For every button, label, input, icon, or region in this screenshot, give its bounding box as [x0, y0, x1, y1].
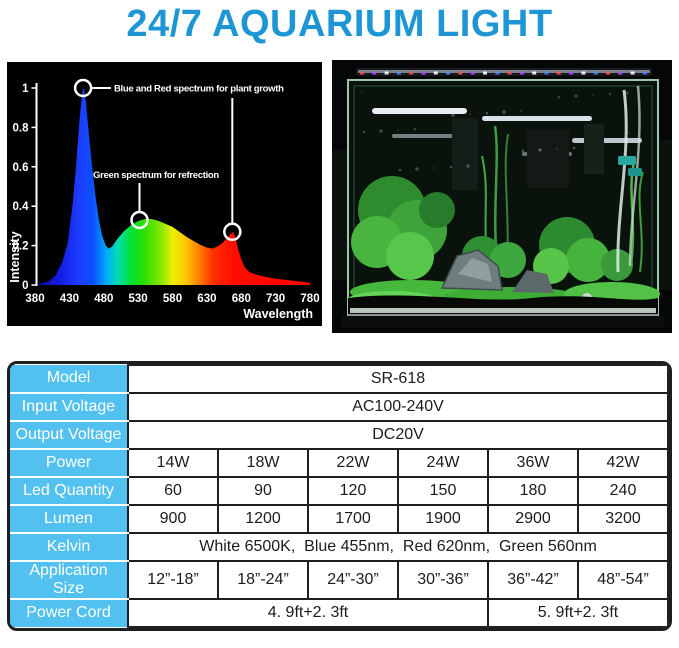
spec-value-cell: White 6500K, Blue 455nm, Red 620nm, Gree… [127, 531, 669, 562]
spec-value-cell: AC100-240V [127, 391, 669, 422]
svg-text:0.2: 0.2 [13, 240, 29, 252]
spec-value-cell: 42W [577, 447, 669, 478]
spec-value-cell: 150 [397, 475, 489, 506]
svg-text:Wavelength: Wavelength [243, 307, 313, 321]
background-equipment [452, 117, 604, 190]
spec-table: Model SR-618 Input Voltage AC100-240V Output… [7, 360, 672, 631]
table-row: Model SR-618 [10, 363, 669, 394]
spec-value-cell: 2900 [487, 503, 579, 534]
spec-value-cell: 24W [397, 447, 489, 478]
spec-value-cell: 48”-54” [577, 559, 669, 600]
svg-text:380: 380 [25, 293, 44, 305]
table-row: Lumen 900 1200 1700 1900 2900 3200 [10, 503, 669, 534]
svg-text:1: 1 [22, 83, 29, 95]
media-row: 0 0.2 0.4 0.6 0.8 1 380 430 480 530 580 630 680 730 78… [0, 59, 679, 333]
svg-text:430: 430 [60, 293, 79, 305]
rocks [440, 248, 604, 307]
spec-table-body: Model SR-618 Input Voltage AC100-240V Output… [10, 363, 669, 628]
table-row: Application Size 12”-18” 18”-24” 24”-30” 30”… [10, 559, 669, 600]
light-fixture [356, 67, 652, 76]
spectrum-area [35, 87, 310, 285]
svg-text:0.6: 0.6 [13, 162, 29, 174]
svg-text:780: 780 [300, 293, 319, 305]
table-row: Led Quantity 60 90 120 150 180 240 [10, 475, 669, 506]
spec-value-cell: 18W [217, 447, 309, 478]
spec-value-cell: SR-618 [127, 363, 669, 394]
table-row: Output Voltage DC20V [10, 419, 669, 450]
svg-text:0: 0 [22, 280, 28, 292]
svg-text:580: 580 [163, 293, 182, 305]
spec-value-cell: 180 [487, 475, 579, 506]
aquarium-photo-svg [332, 59, 672, 333]
svg-text:730: 730 [266, 293, 285, 305]
spec-value-cell: DC20V [127, 419, 669, 450]
table-row: Kelvin White 6500K, Blue 455nm, Red 620nm… [10, 531, 669, 562]
spec-label-application-size: Application Size [10, 560, 129, 600]
spec-value-cell: 30”-36” [397, 559, 489, 600]
table-row: Input Voltage AC100-240V [10, 391, 669, 422]
spec-label-kelvin: Kelvin [10, 532, 129, 562]
spec-value-cell: 12”-18” [127, 559, 219, 600]
spec-value-cell: 240 [577, 475, 669, 506]
spec-value-cell: 36W [487, 447, 579, 478]
spectrum-chart-panel: 0 0.2 0.4 0.6 0.8 1 380 430 480 530 580 630 680 730 78… [7, 61, 322, 326]
spec-label-lumen: Lumen [10, 504, 129, 534]
svg-text:Intensity: Intensity [8, 231, 22, 282]
spec-value-cell: 22W [307, 447, 399, 478]
spec-value-cell: 1700 [307, 503, 399, 534]
spec-label-output-voltage: Output Voltage [10, 420, 129, 450]
spec-value-cell: 1900 [397, 503, 489, 534]
svg-text:Blue and Red spectrum for plan: Blue and Red spectrum for plant growth [114, 83, 284, 94]
svg-text:480: 480 [94, 293, 113, 305]
spec-value-cell: 60 [127, 475, 219, 506]
spec-label-model: Model [10, 364, 129, 394]
spec-value-cell: 3200 [577, 503, 669, 534]
spec-label-power: Power [10, 448, 129, 478]
spec-value-cell: 24”-30” [307, 559, 399, 600]
svg-text:530: 530 [129, 293, 148, 305]
spec-value-cell: 14W [127, 447, 219, 478]
spec-value-cell: 4. 9ft+2. 3ft [127, 597, 489, 628]
spec-value-cell: 18”-24” [217, 559, 309, 600]
svg-text:680: 680 [232, 293, 251, 305]
table-row: Power Cord 4. 9ft+2. 3ft 5. 9ft+2. 3ft [10, 597, 669, 628]
spec-label-input-voltage: Input Voltage [10, 392, 129, 422]
spec-value-cell: 900 [127, 503, 219, 534]
spec-value-cell: 90 [217, 475, 309, 506]
filter-tubes [616, 85, 642, 272]
spec-value-cell: 5. 9ft+2. 3ft [487, 597, 669, 628]
page-title: 24/7 AQUARIUM LIGHT [126, 3, 553, 45]
table-row: Power 14W 18W 22W 24W 36W 42W [10, 447, 669, 478]
spec-value-cell: 36”-42” [487, 559, 579, 600]
svg-text:630: 630 [197, 293, 216, 305]
svg-text:0.4: 0.4 [13, 201, 30, 213]
spectrum-chart: 0 0.2 0.4 0.6 0.8 1 380 430 480 530 580 630 680 730 78… [8, 78, 320, 321]
spec-label-led-quantity: Led Quantity [10, 476, 129, 506]
svg-text:0.8: 0.8 [13, 122, 30, 134]
spec-label-power-cord: Power Cord [10, 598, 129, 627]
substrate [348, 295, 658, 316]
spec-value-cell: 120 [307, 475, 399, 506]
spec-value-cell: 1200 [217, 503, 309, 534]
svg-text:Green spectrum for refrection: Green spectrum for refrection [93, 170, 219, 181]
aquarium-photo [332, 59, 672, 333]
